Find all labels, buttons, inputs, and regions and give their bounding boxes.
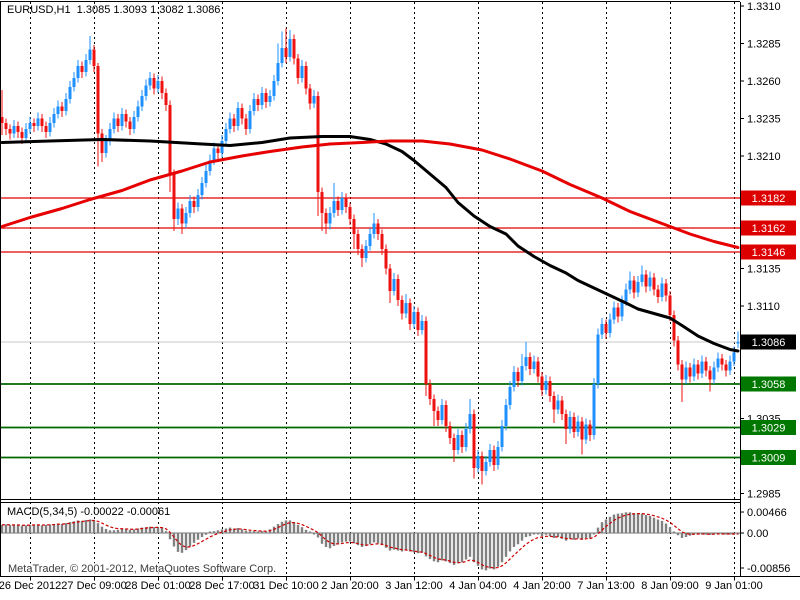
time-axis-label: 3 Jan 12:00 xyxy=(385,580,443,592)
time-axis-label: 4 Jan 20:00 xyxy=(513,580,571,592)
svg-text:1.3009: 1.3009 xyxy=(752,453,786,465)
time-axis-label: 31 Dec 10:00 xyxy=(253,580,319,592)
macd-axis-tick-label: 0.00 xyxy=(747,528,768,540)
macd-axis-tick-label: 0.00466 xyxy=(747,507,787,519)
copyright-watermark: MetaTrader, © 2001-2012, MetaQuotes Soft… xyxy=(6,563,279,575)
ma-slow-red-line xyxy=(0,139,740,249)
price-axis-tick-label: 1.3135 xyxy=(747,264,781,276)
support-price-badge[interactable]: 1.3058 xyxy=(741,376,796,392)
time-axis-label: 9 Jan 01:00 xyxy=(705,580,763,592)
time-axis-label: 7 Jan 13:00 xyxy=(577,580,635,592)
price-axis-tick-label: 1.3110 xyxy=(747,301,780,313)
macd-signal-line xyxy=(1,513,739,569)
macd-histogram xyxy=(0,512,740,571)
svg-text:1.3182: 1.3182 xyxy=(752,193,786,205)
time-axis-label: 4 Jan 04:00 xyxy=(449,580,507,592)
ma-fast-black-line xyxy=(0,135,740,353)
time-axis-label: 28 Dec 17:00 xyxy=(189,580,255,592)
resistance-price-badge[interactable]: 1.3146 xyxy=(741,244,796,260)
price-axis-tick-label: 1.2985 xyxy=(747,489,781,501)
time-axis-label: 2 Jan 20:00 xyxy=(321,580,379,592)
candles-series xyxy=(0,28,740,485)
time-axis-label: 26 Dec 2012 xyxy=(0,580,62,592)
svg-text:1.3162: 1.3162 xyxy=(752,223,786,235)
time-axis-label: 28 Dec 01:00 xyxy=(125,580,191,592)
price-axis-tick-label: 1.3235 xyxy=(747,114,781,126)
time-axis-label: 8 Jan 09:00 xyxy=(641,580,699,592)
price-axis-tick-label: 1.3285 xyxy=(747,39,781,51)
macd-axis-tick-label: -0.00856 xyxy=(747,563,790,575)
svg-text:1.3146: 1.3146 xyxy=(752,247,786,259)
svg-text:1.3029: 1.3029 xyxy=(752,423,786,435)
svg-text:1.3086: 1.3086 xyxy=(752,337,786,349)
resistance-price-badge[interactable]: 1.3162 xyxy=(741,220,796,236)
support-price-badge[interactable]: 1.3029 xyxy=(741,420,796,435)
price-axis-tick-label: 1.3260 xyxy=(747,76,781,88)
price-axis-tick-label: 1.3310 xyxy=(747,1,781,13)
resistance-price-badge[interactable]: 1.3182 xyxy=(741,190,796,206)
bid-price-badge: 1.3086 xyxy=(741,334,796,350)
support-price-badge[interactable]: 1.3009 xyxy=(741,450,796,465)
price-axis-tick-label: 1.3210 xyxy=(747,151,781,163)
chart-title: EURUSD,H1 1.3085 1.3093 1.3082 1.3086 xyxy=(7,4,221,16)
time-axis-label: 27 Dec 09:00 xyxy=(61,580,127,592)
svg-text:1.3058: 1.3058 xyxy=(752,379,786,391)
macd-indicator-label: MACD(5,34,5) -0.00022 -0.00061 xyxy=(7,506,171,518)
